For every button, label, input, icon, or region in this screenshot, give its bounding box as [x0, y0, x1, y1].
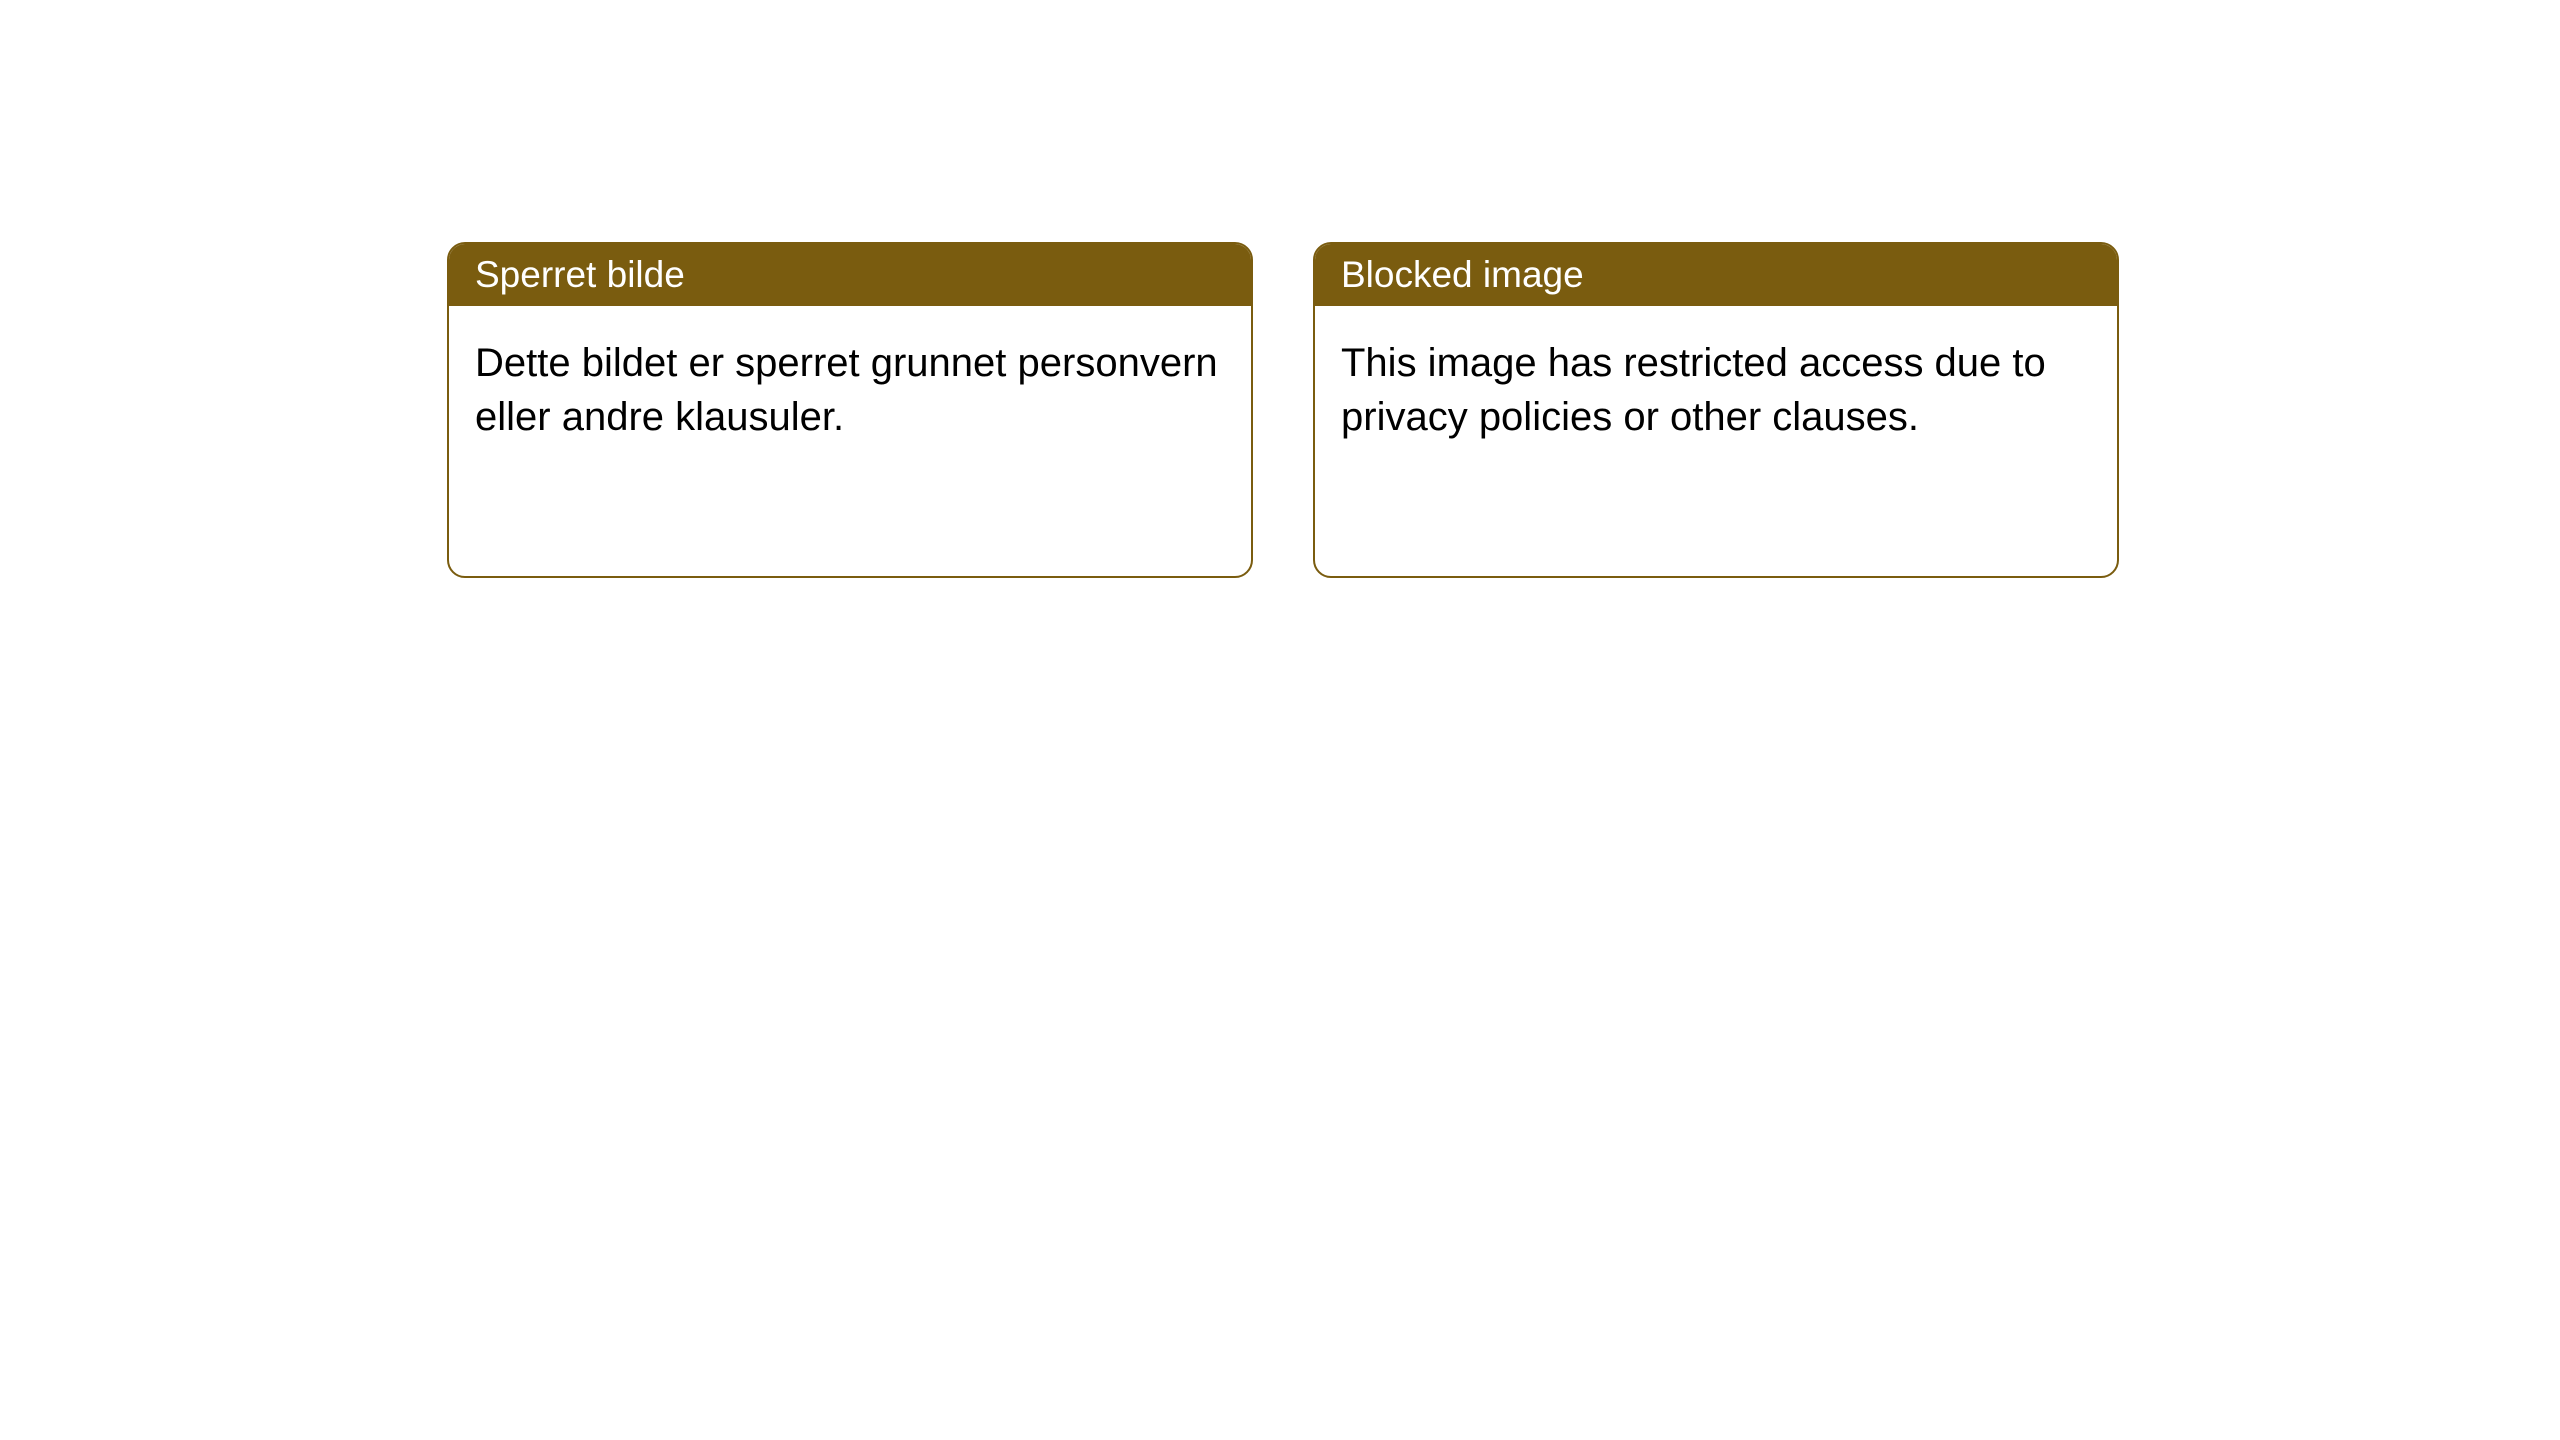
notice-card-english: Blocked image This image has restricted … — [1313, 242, 2119, 578]
notice-card-message: This image has restricted access due to … — [1315, 306, 2117, 576]
notice-card-norwegian: Sperret bilde Dette bildet er sperret gr… — [447, 242, 1253, 578]
notice-card-message: Dette bildet er sperret grunnet personve… — [449, 306, 1251, 576]
notice-card-title: Blocked image — [1315, 244, 2117, 306]
notice-card-title: Sperret bilde — [449, 244, 1251, 306]
notice-container: Sperret bilde Dette bildet er sperret gr… — [447, 242, 2119, 578]
